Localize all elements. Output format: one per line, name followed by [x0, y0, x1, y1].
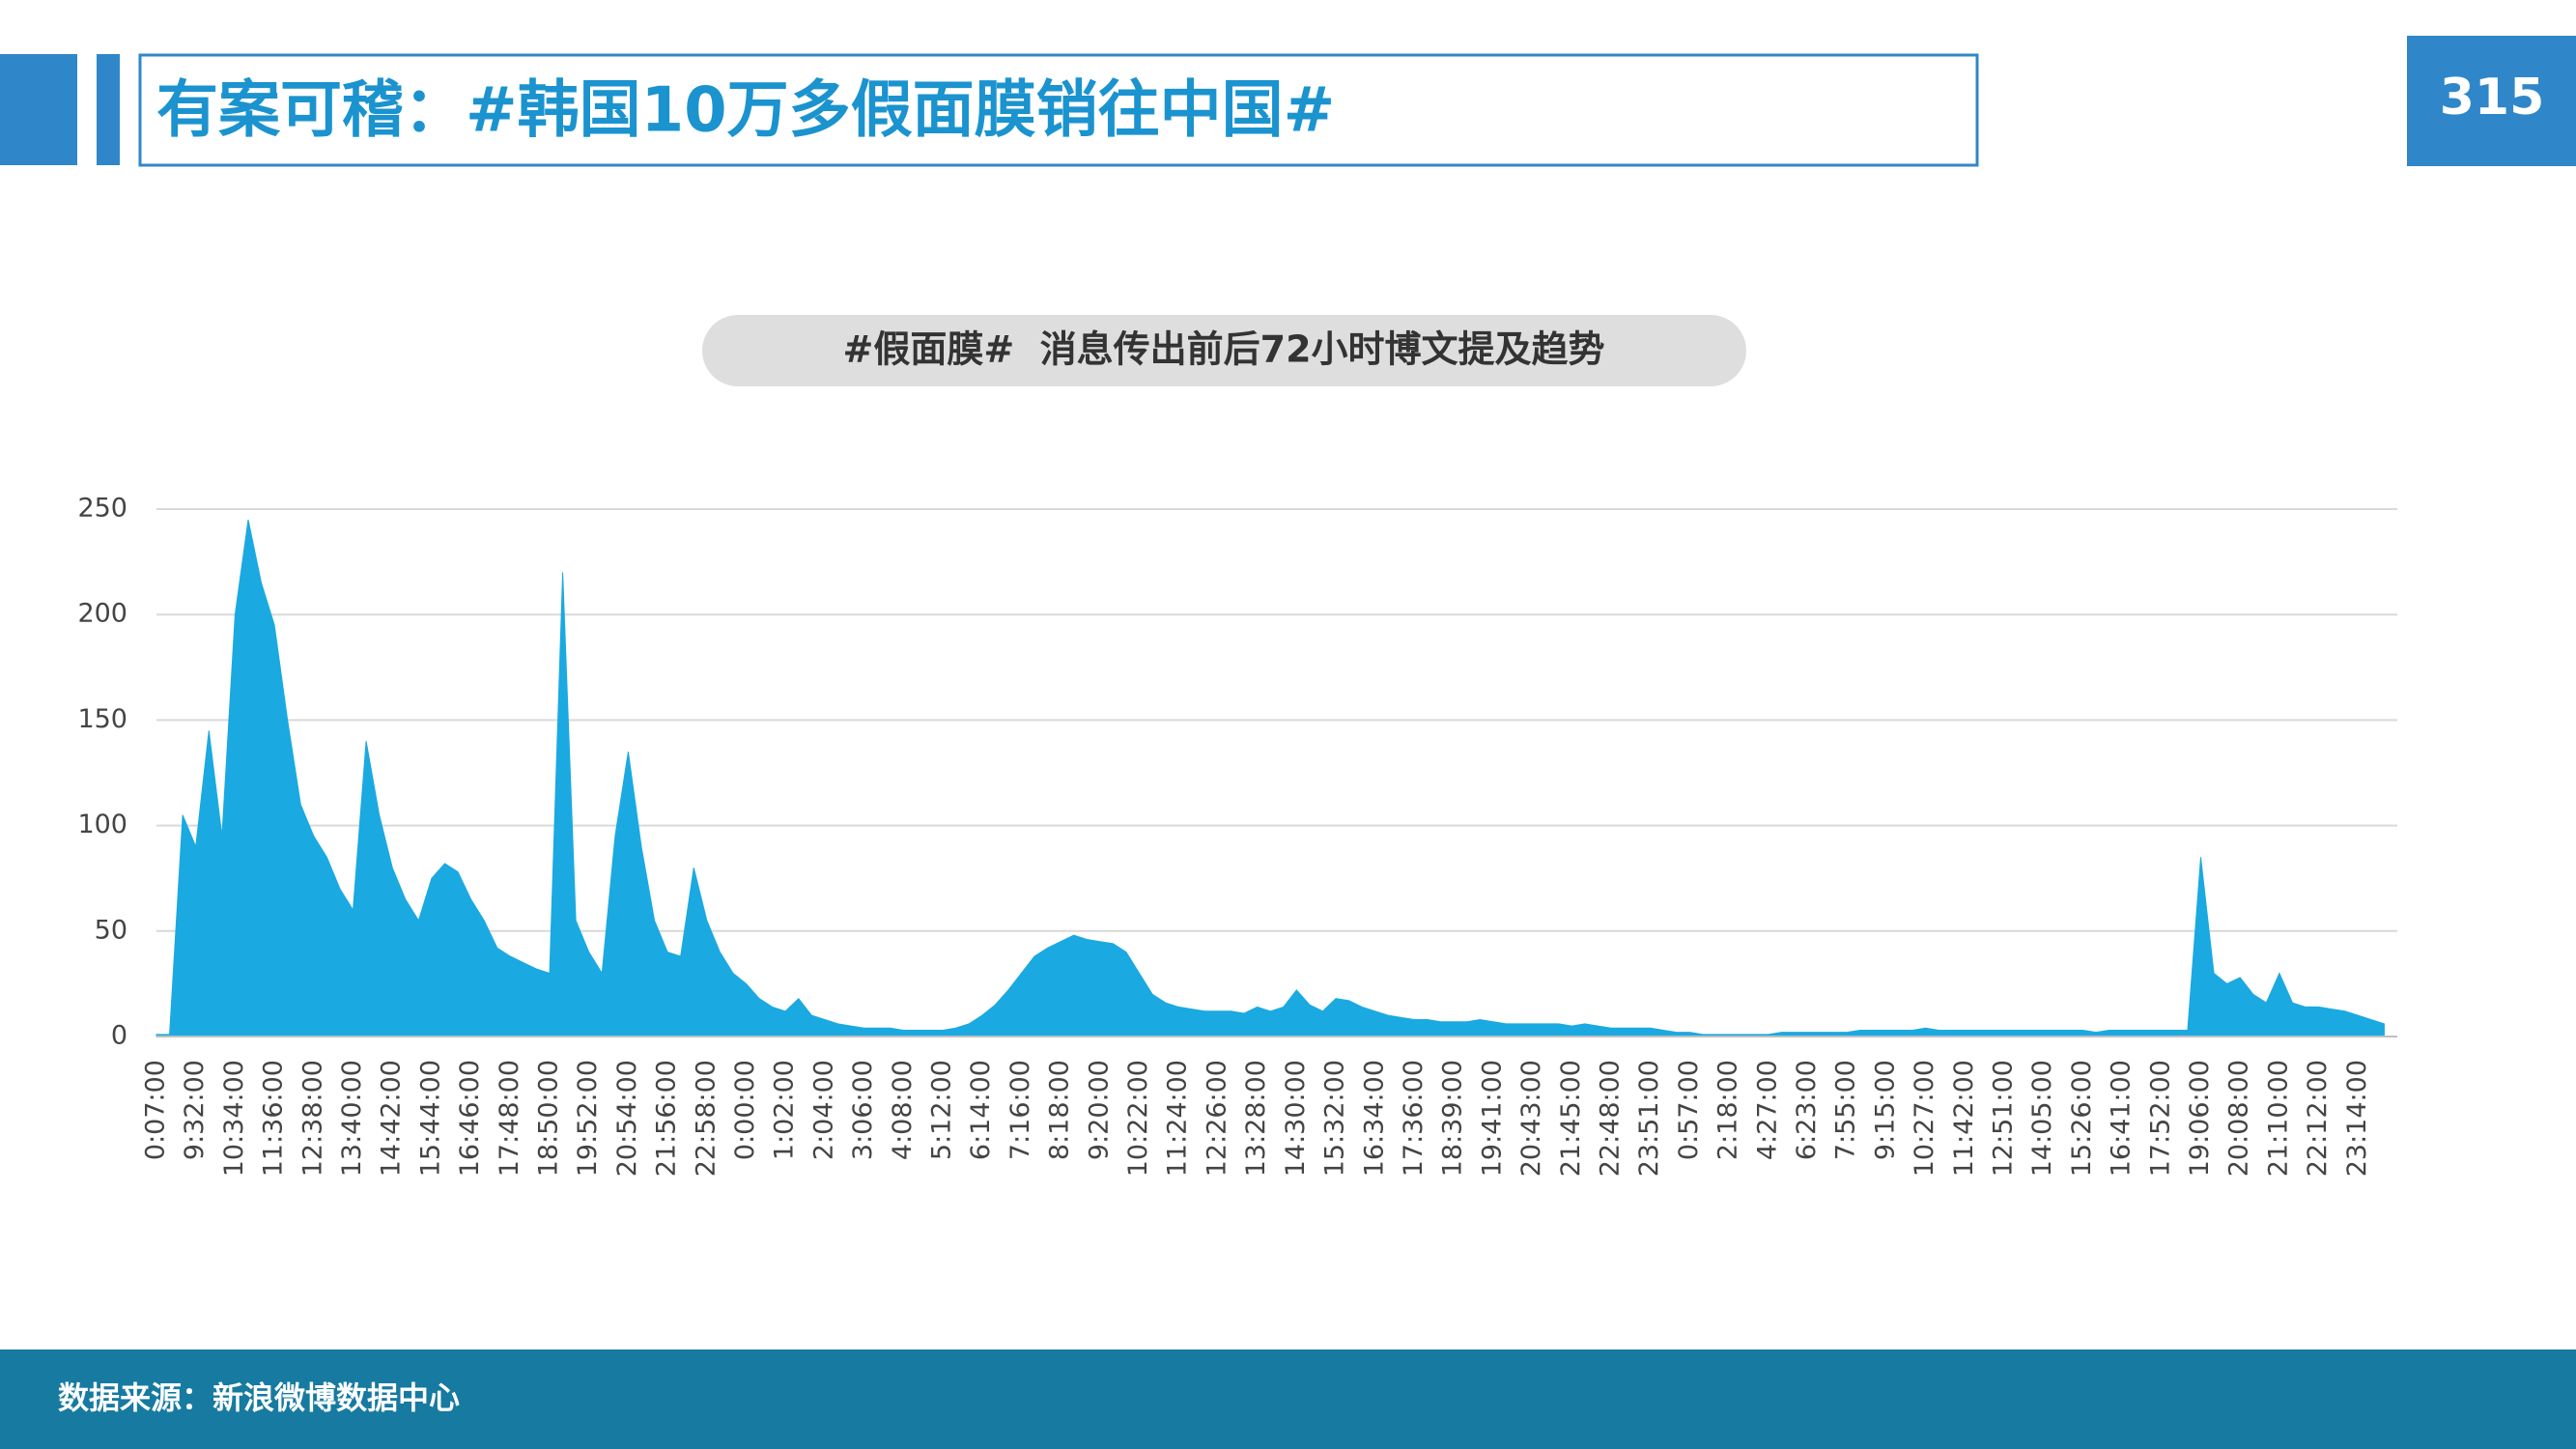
x-tick-label: 15:44:00: [415, 1060, 445, 1177]
x-tick-label: 16:34:00: [1359, 1060, 1389, 1177]
x-tick-label: 15:32:00: [1320, 1060, 1350, 1177]
x-tick-label: 13:28:00: [1241, 1060, 1271, 1177]
x-tick-label: 17:48:00: [495, 1060, 524, 1177]
accent-bar: [97, 54, 120, 165]
x-tick-label: 22:58:00: [691, 1060, 721, 1177]
x-tick-label: 20:54:00: [612, 1060, 642, 1177]
area: [156, 519, 2385, 1037]
y-tick-label: 100: [77, 810, 127, 839]
accent-block: [0, 54, 77, 165]
x-tick-label: 7:16:00: [1005, 1060, 1035, 1160]
x-tick-label: 21:45:00: [1556, 1060, 1586, 1177]
x-tick-label: 12:51:00: [1988, 1060, 2018, 1177]
y-tick-label: 50: [95, 915, 127, 945]
x-tick-label: 11:36:00: [259, 1060, 289, 1177]
x-tick-label: 7:55:00: [1831, 1060, 1861, 1160]
y-tick-label: 150: [77, 704, 127, 734]
x-tick-label: 18:39:00: [1438, 1060, 1468, 1177]
x-tick-label: 19:06:00: [2185, 1060, 2215, 1177]
x-tick-label: 2:18:00: [1713, 1060, 1743, 1160]
x-tick-label: 14:42:00: [377, 1060, 407, 1177]
x-tick-label: 16:46:00: [455, 1060, 485, 1177]
x-tick-label: 22:48:00: [1595, 1060, 1625, 1177]
x-tick-label: 17:52:00: [2145, 1060, 2175, 1177]
x-tick-label: 23:14:00: [2342, 1060, 2372, 1177]
x-tick-label: 23:51:00: [1634, 1060, 1664, 1177]
x-tick-label: 16:41:00: [2107, 1060, 2137, 1177]
x-tick-label: 1:02:00: [770, 1060, 800, 1160]
y-tick-label: 250: [77, 494, 127, 524]
x-tick-label: 9:15:00: [1870, 1060, 1900, 1160]
x-tick-label: 6:14:00: [966, 1060, 996, 1160]
x-tick-label: 12:38:00: [297, 1060, 327, 1177]
x-tick-label: 22:12:00: [2303, 1060, 2333, 1177]
title-box: [138, 53, 1979, 167]
x-tick-label: 20:43:00: [1516, 1060, 1546, 1177]
x-tick-label: 4:27:00: [1752, 1060, 1782, 1160]
x-tick-label: 15:26:00: [2067, 1060, 2097, 1177]
x-tick-label: 13:40:00: [337, 1060, 367, 1177]
x-tick-label: 9:20:00: [1084, 1060, 1114, 1160]
x-tick-label: 21:56:00: [652, 1060, 682, 1177]
page-title: 有案可稽：#韩国10万多假面膜销往中国#: [156, 75, 1335, 147]
x-tick-label: 20:08:00: [2224, 1060, 2254, 1177]
footer-bar: [0, 1350, 2576, 1449]
y-tick-label: 200: [77, 599, 127, 629]
y-tick-label: 0: [111, 1021, 127, 1051]
chart-title-pill: [702, 315, 1746, 386]
x-tick-label: 14:05:00: [2027, 1060, 2057, 1177]
x-tick-label: 14:30:00: [1281, 1060, 1311, 1177]
x-tick-label: 9:32:00: [180, 1060, 210, 1160]
x-tick-label: 12:26:00: [1202, 1060, 1231, 1177]
chart-title: #假面膜# 消息传出前后72小时博文提及趋势: [842, 328, 1604, 371]
footer-source: 数据来源：新浪微博数据中心: [58, 1379, 460, 1416]
x-tick-label: 0:07:00: [141, 1060, 171, 1160]
x-tick-label: 2:04:00: [808, 1060, 838, 1160]
x-tick-label: 19:41:00: [1477, 1060, 1507, 1177]
x-tick-label: 17:36:00: [1399, 1060, 1429, 1177]
x-tick-label: 0:57:00: [1674, 1060, 1704, 1160]
x-tick-label: 18:50:00: [534, 1060, 564, 1177]
x-tick-label: 4:08:00: [888, 1060, 918, 1160]
x-tick-label: 11:24:00: [1163, 1060, 1193, 1177]
chart: 0 50 100 150 200 250 0:07:00 9:32:00 10:34:00 11:…: [77, 494, 2397, 1177]
x-tick-label: 11:42:00: [1949, 1060, 1979, 1177]
x-tick-label: 5:12:00: [927, 1060, 957, 1160]
x-tick-label: 10:27:00: [1910, 1060, 1939, 1177]
x-tick-label: 3:06:00: [848, 1060, 878, 1160]
page-number-box: [2407, 36, 2576, 166]
x-tick-label: 10:22:00: [1123, 1060, 1153, 1177]
x-tick-label: 21:10:00: [2263, 1060, 2293, 1177]
page-number: 315: [2440, 69, 2545, 127]
x-tick-label: 6:23:00: [1792, 1060, 1822, 1160]
x-tick-label: 10:34:00: [219, 1060, 249, 1177]
x-tick-label: 8:18:00: [1045, 1060, 1075, 1160]
x-tick-label: 19:52:00: [573, 1060, 603, 1177]
x-tick-label: 0:00:00: [730, 1060, 760, 1160]
